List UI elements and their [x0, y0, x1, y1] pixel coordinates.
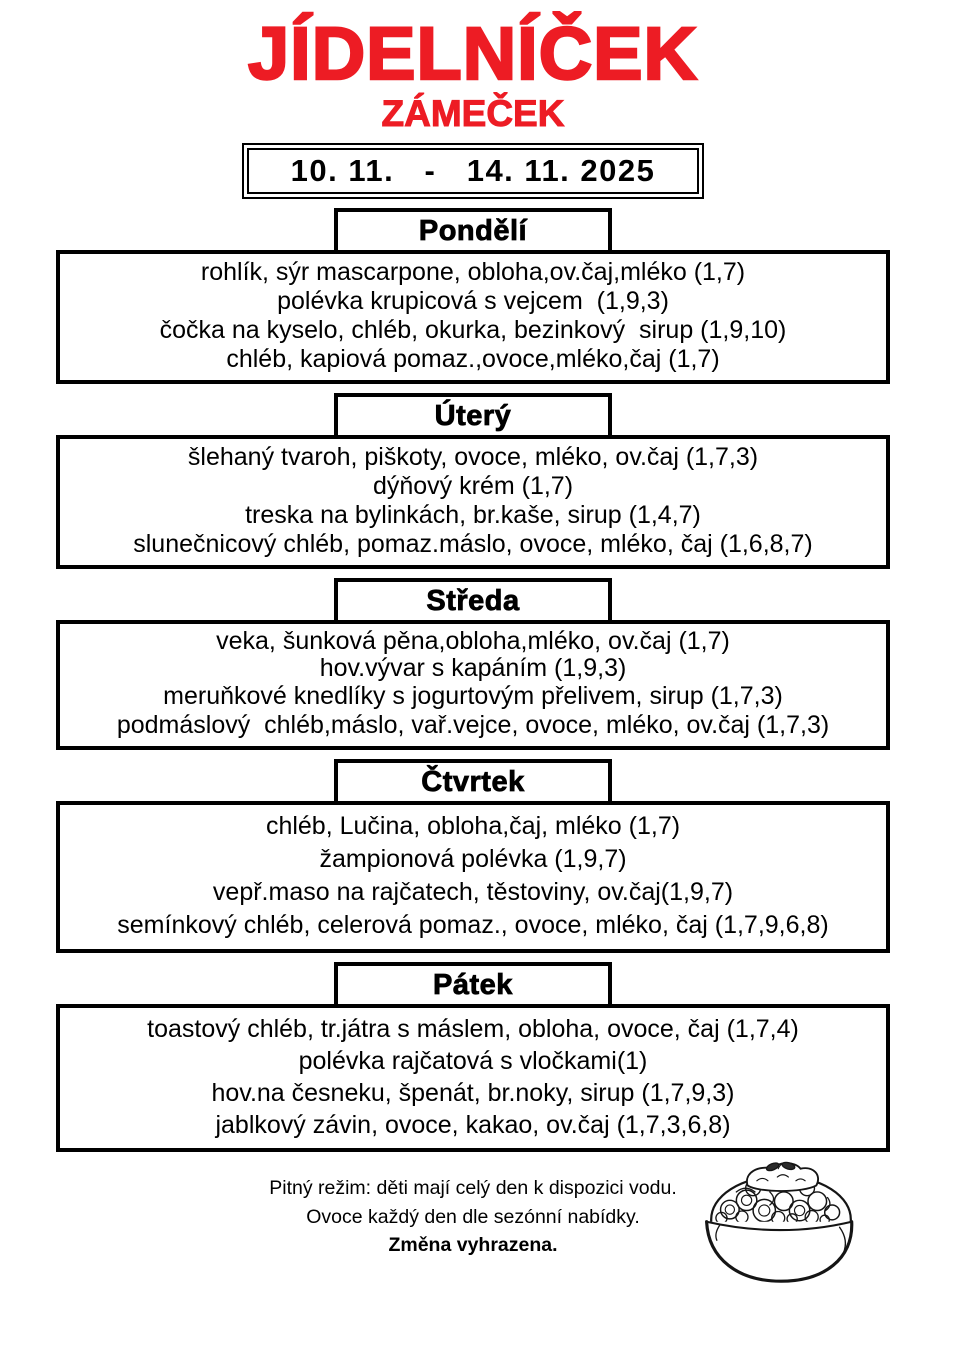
day-header: Pondělí: [334, 208, 612, 250]
meal-line: rohlík, sýr mascarpone, obloha,ov.čaj,ml…: [200, 258, 746, 286]
day-header: Pátek: [334, 962, 612, 1004]
meal-line: polévka rajčatová s vločkami(1): [298, 1047, 648, 1075]
day-meals: chléb, Lučina, obloha,čaj, mléko (1,7) ža…: [56, 801, 890, 953]
page-title: JÍDELNÍČEK: [247, 12, 698, 95]
day-meals: veka, šunková pěna,obloha,mléko, ov.čaj …: [56, 620, 890, 750]
meal-line: vepř.maso na rajčatech, těstoviny, ov.ča…: [212, 878, 734, 906]
day-section: Pátek toastový chléb, tr.játra s máslem, …: [56, 962, 890, 1152]
footer-note-change: Změna vyhrazena.: [388, 1234, 558, 1256]
meal-line: polévka krupicová s vejcem (1,9,3): [277, 287, 669, 315]
noodle-bowl-icon: [705, 1161, 854, 1283]
meal-line: chléb, kapiová pomaz.,ovoce,mléko,čaj (1…: [226, 345, 720, 373]
meal-line: toastový chléb, tr.játra s máslem, obloh…: [147, 1015, 799, 1043]
footer-notes: Pitný režim: děti mají celý den k dispoz…: [56, 1174, 890, 1260]
date-range: 10. 11. - 14. 11. 2025: [247, 148, 699, 194]
menu-page: JÍDELNÍČEK ZÁMEČEK 10. 11. - 14. 11. 202…: [56, 12, 890, 1260]
meal-line: čočka na kyselo, chléb, okurka, bezinkov…: [159, 316, 787, 344]
meal-line: podmáslový chléb,máslo, vař.vejce, ovoce…: [116, 711, 830, 739]
day-header: Úterý: [334, 393, 612, 435]
meal-line: dýňový krém (1,7): [372, 472, 574, 500]
day-header: Čtvrtek: [334, 759, 612, 801]
meal-line: chléb, Lučina, obloha,čaj, mléko (1,7): [265, 812, 681, 840]
day-meals: šlehaný tvaroh, piškoty, ovoce, mléko, o…: [56, 435, 890, 569]
day-section: Středa veka, šunková pěna,obloha,mléko, o…: [56, 578, 890, 750]
footer-note-drinking: Pitný režim: děti mají celý den k dispoz…: [269, 1177, 677, 1199]
meal-line: žampionová polévka (1,9,7): [319, 845, 627, 873]
day-meals: rohlík, sýr mascarpone, obloha,ov.čaj,ml…: [56, 250, 890, 384]
days-container: Pondělí rohlík, sýr mascarpone, obloha,ov…: [56, 208, 890, 1152]
meal-line: veka, šunková pěna,obloha,mléko, ov.čaj …: [216, 627, 730, 655]
meal-line: semínkový chléb, celerová pomaz., ovoce,…: [117, 911, 829, 939]
day-section: Čtvrtek chléb, Lučina, obloha,čaj, mléko …: [56, 759, 890, 953]
meal-line: slunečnicový chléb, pomaz.máslo, ovoce, …: [133, 530, 813, 558]
meal-line: treska na bylinkách, br.kaše, sirup (1,4…: [245, 501, 701, 529]
date-range-box: 10. 11. - 14. 11. 2025: [242, 143, 704, 199]
day-meals: toastový chléb, tr.játra s máslem, obloh…: [56, 1004, 890, 1152]
meal-line: hov.na česneku, špenát, br.noky, sirup (…: [211, 1079, 735, 1107]
meal-line: jablkový závin, ovoce, kakao, ov.čaj (1,…: [215, 1111, 731, 1139]
meal-line: hov.vývar s kapáním (1,9,3): [319, 654, 627, 682]
footer-note-fruit: Ovoce každý den dle sezónní nabídky.: [306, 1205, 640, 1228]
day-header: Středa: [334, 578, 612, 620]
page-subtitle: ZÁMEČEK: [381, 93, 565, 134]
day-section: Pondělí rohlík, sýr mascarpone, obloha,ov…: [56, 208, 890, 384]
meal-line: meruňkové knedlíky s jogurtovým přelivem…: [163, 682, 783, 710]
day-section: Úterý šlehaný tvaroh, piškoty, ovoce, mlé…: [56, 393, 890, 569]
meal-line: šlehaný tvaroh, piškoty, ovoce, mléko, o…: [187, 443, 759, 471]
